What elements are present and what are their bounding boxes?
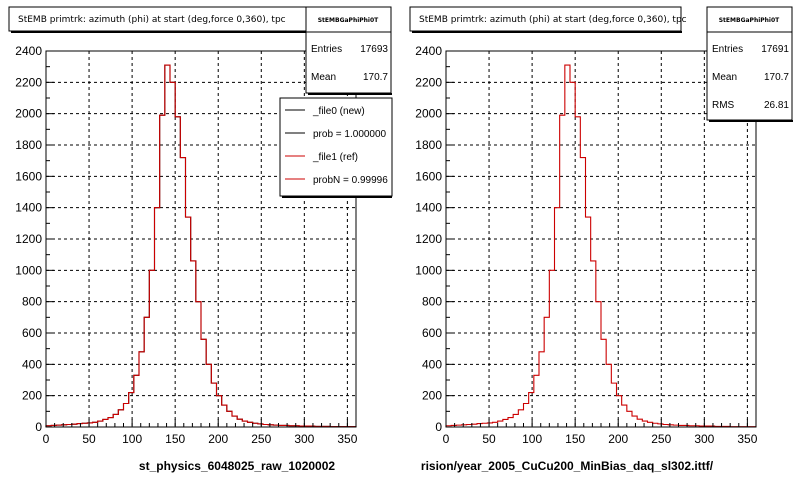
stats-name: StEMBGaPhiPhi0T [719, 17, 780, 24]
x-tick-label: 200 [208, 432, 228, 446]
y-tick-label: 2400 [415, 44, 442, 58]
x-tick-label: 150 [565, 432, 585, 446]
axes: 0 50 100 150 200 250 300 350 0 200 400 600 800 1000 12… [15, 44, 357, 446]
stats-entries-value: 17693 [360, 44, 388, 55]
stats-mean-value: 170.7 [363, 72, 388, 83]
y-tick-label: 1200 [15, 232, 42, 246]
y-tick-label: 1200 [415, 232, 442, 246]
stats-rms-value: 26.81 [764, 100, 789, 111]
y-tick-label: 2000 [415, 107, 442, 121]
x-tick-label: 300 [694, 432, 714, 446]
y-tick-label: 1400 [15, 201, 42, 215]
stats-mean-label: Mean [712, 72, 737, 83]
x-tick-label: 200 [608, 432, 628, 446]
histogram-panel-right: 0 50 100 150 200 250 300 350 0 200 400 600 800 1000 12… [409, 6, 793, 473]
legend-entry: probN = 0.99996 [313, 175, 388, 186]
x-tick-label: 100 [122, 432, 142, 446]
y-tick-label: 400 [22, 357, 42, 371]
stats-rms-label: RMS [712, 100, 735, 111]
y-tick-label: 1600 [15, 169, 42, 183]
y-tick-label: 600 [422, 326, 442, 340]
x-tick-label: 250 [651, 432, 671, 446]
series-group [45, 64, 357, 428]
y-tick-label: 1000 [15, 263, 42, 277]
axes: 0 50 100 150 200 250 300 350 0 200 400 600 800 1000 12… [415, 44, 757, 446]
y-tick-label: 1000 [415, 263, 442, 277]
y-tick-label: 1600 [415, 169, 442, 183]
stats-box: StEMBGaPhiPhi0T Entries 17691 Mean 170.7… [706, 6, 793, 122]
y-tick-label: 200 [422, 389, 442, 403]
y-tick-label: 2400 [15, 44, 42, 58]
stats-entries-value: 17691 [761, 44, 789, 55]
x-tick-label: 50 [482, 432, 496, 446]
series-line-ref [445, 64, 757, 428]
legend-entry: _file1 (ref) [312, 152, 358, 163]
y-tick-label: 400 [422, 357, 442, 371]
y-tick-label: 1800 [15, 138, 42, 152]
y-tick-label: 800 [422, 295, 442, 309]
x-tick-label: 0 [443, 432, 450, 446]
y-tick-label: 2200 [415, 75, 442, 89]
x-axis-title: rision/year_2005_CuCu200_MinBias_daq_sl3… [421, 459, 714, 473]
stats-name: StEMBGaPhiPhi0T [318, 17, 379, 24]
series-group [445, 64, 757, 428]
y-tick-label: 0 [435, 420, 442, 434]
y-tick-label: 0 [35, 420, 42, 434]
y-tick-label: 600 [22, 326, 42, 340]
stats-box: StEMBGaPhiPhi0T Entries 17693 Mean 170.7 [305, 6, 392, 95]
legend-entry: prob = 1.000000 [313, 129, 387, 140]
chart-title: StEMB primtrk: azimuth (phi) at start (d… [419, 15, 687, 25]
x-tick-label: 300 [294, 432, 314, 446]
x-tick-label: 100 [522, 432, 542, 446]
y-tick-label: 2000 [15, 107, 42, 121]
x-tick-label: 0 [43, 432, 50, 446]
series-line-ref [45, 64, 357, 428]
y-tick-label: 200 [22, 389, 42, 403]
y-tick-label: 800 [22, 295, 42, 309]
x-tick-label: 350 [337, 432, 357, 446]
legend-box: _file0 (new) prob = 1.000000 _file1 (ref… [279, 97, 393, 198]
x-tick-label: 350 [737, 432, 757, 446]
y-tick-label: 1800 [415, 138, 442, 152]
histogram-panel-left: 0 50 100 150 200 250 300 350 0 200 400 600 800 1000 12… [8, 6, 393, 473]
stats-mean-label: Mean [311, 72, 336, 83]
y-tick-label: 1400 [415, 201, 442, 215]
stats-entries-label: Entries [311, 44, 342, 55]
title-box: StEMB primtrk: azimuth (phi) at start (d… [8, 6, 307, 33]
y-tick-label: 2200 [15, 75, 42, 89]
chart-title: StEMB primtrk: azimuth (phi) at start (d… [18, 15, 286, 25]
stats-entries-label: Entries [712, 44, 743, 55]
grid [446, 51, 756, 427]
legend-entry: _file0 (new) [312, 106, 365, 117]
x-tick-label: 150 [165, 432, 185, 446]
x-tick-label: 50 [82, 432, 96, 446]
stats-mean-value: 170.7 [764, 72, 789, 83]
x-axis-title: st_physics_6048025_raw_1020002 [139, 459, 335, 473]
title-box: StEMB primtrk: azimuth (phi) at start (d… [409, 6, 687, 33]
x-tick-label: 250 [251, 432, 271, 446]
